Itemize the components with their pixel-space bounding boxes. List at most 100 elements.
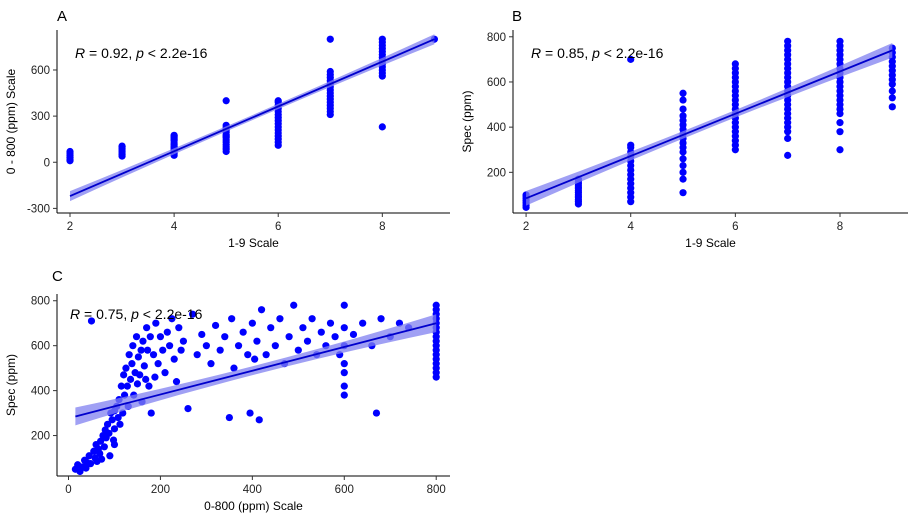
- p-symbol: p: [135, 45, 144, 61]
- y-tick-label: 600: [31, 65, 50, 77]
- data-point: [133, 380, 142, 388]
- data-point: [136, 371, 144, 379]
- data-point: [152, 319, 160, 327]
- panel-letter: B: [512, 8, 522, 25]
- data-point: [166, 342, 174, 350]
- data-point: [134, 353, 142, 361]
- data-point: [230, 364, 238, 372]
- data-point: [248, 319, 256, 327]
- data-point: [888, 87, 896, 95]
- data-point: [143, 324, 151, 332]
- panel-letter: C: [52, 268, 63, 285]
- data-point: [163, 328, 171, 336]
- data-point: [888, 94, 896, 102]
- data-point: [143, 346, 152, 354]
- r-symbol: R: [70, 306, 80, 322]
- data-point: [246, 409, 254, 417]
- correlation-annotation: R = 0.75, p < 2.2e-16: [70, 306, 203, 322]
- data-point: [627, 141, 635, 149]
- y-tick-label: 400: [487, 122, 506, 134]
- data-point: [326, 319, 335, 327]
- data-point: [108, 416, 116, 424]
- r-value: 0.85: [557, 45, 584, 61]
- data-point: [103, 420, 112, 428]
- data-point: [340, 391, 348, 399]
- data-point: [188, 310, 197, 318]
- data-point: [290, 301, 298, 309]
- data-point: [154, 360, 162, 368]
- x-tick-label: 4: [171, 221, 178, 233]
- x-tick-label: 0: [65, 484, 71, 496]
- p-less-than: <: [144, 45, 160, 61]
- data-point: [340, 369, 348, 377]
- data-point: [262, 351, 270, 359]
- data-point: [679, 161, 687, 170]
- x-tick-label: 2: [67, 221, 73, 233]
- x-tick-label: 800: [427, 484, 446, 496]
- data-point: [142, 375, 150, 383]
- y-tick-label: 600: [31, 341, 50, 353]
- data-point: [106, 452, 114, 460]
- y-axis-title: 0 - 800 (ppm) Scale: [4, 68, 18, 174]
- x-tick-label: 8: [379, 221, 385, 233]
- data-point: [326, 35, 334, 43]
- y-tick-label: 800: [487, 32, 506, 44]
- data-point: [97, 455, 106, 463]
- r-equals: =: [80, 306, 96, 322]
- data-point: [117, 382, 125, 390]
- data-point: [137, 346, 145, 354]
- comma: ,: [128, 45, 136, 61]
- data-point: [170, 355, 178, 363]
- x-tick-label: 2: [523, 221, 529, 233]
- data-point: [149, 351, 158, 359]
- data-point: [156, 333, 165, 341]
- data-point: [294, 346, 302, 354]
- data-point: [888, 103, 896, 111]
- data-point: [255, 416, 263, 424]
- p-symbol: p: [591, 45, 600, 61]
- y-tick-label: 400: [31, 386, 50, 398]
- regression-line: [525, 49, 893, 200]
- data-point: [253, 337, 261, 345]
- data-point: [110, 440, 119, 449]
- panel-a: A 2 4 6 8 -300 0 300 600 1-9 Scale 0 - 800 (ppm) S…: [4, 8, 450, 250]
- data-point: [836, 128, 844, 136]
- data-point: [198, 330, 206, 339]
- data-point: [202, 342, 210, 350]
- comma: ,: [123, 306, 131, 322]
- x-tick-label: 8: [837, 221, 843, 233]
- data-point: [120, 371, 128, 379]
- data-point: [222, 97, 230, 105]
- data-point: [97, 437, 105, 445]
- data-point: [170, 131, 178, 139]
- data-point: [211, 321, 220, 330]
- p-less-than: <: [600, 45, 616, 61]
- data-point: [132, 333, 141, 341]
- data-point: [193, 351, 201, 359]
- data-point: [175, 324, 183, 332]
- y-axis-title: Spec (ppm): [460, 90, 474, 152]
- data-point: [340, 382, 348, 390]
- data-point: [168, 315, 176, 323]
- data-point: [129, 342, 137, 350]
- x-axis-title: 0-800 (ppm) Scale: [204, 499, 303, 513]
- y-tick-label: -300: [27, 203, 50, 215]
- data-point: [85, 452, 93, 460]
- r-equals: =: [85, 45, 101, 61]
- data-points: [71, 301, 440, 476]
- data-point: [731, 60, 739, 68]
- data-point: [87, 317, 96, 325]
- data-point: [377, 315, 385, 323]
- r-value: 0.92: [101, 45, 128, 61]
- data-point: [299, 324, 307, 332]
- y-axis-title: Spec (ppm): [4, 354, 18, 416]
- y-tick-label: 300: [31, 111, 50, 123]
- data-point: [372, 409, 381, 417]
- data-point: [432, 301, 440, 309]
- y-tick-label: 800: [31, 296, 50, 308]
- data-point: [331, 333, 339, 341]
- data-point: [114, 413, 122, 422]
- panel-c: C 0 200 400 600 800 200 400 600 800 0-800 (ppm) Sc…: [4, 268, 450, 513]
- p-less-than: <: [139, 306, 155, 322]
